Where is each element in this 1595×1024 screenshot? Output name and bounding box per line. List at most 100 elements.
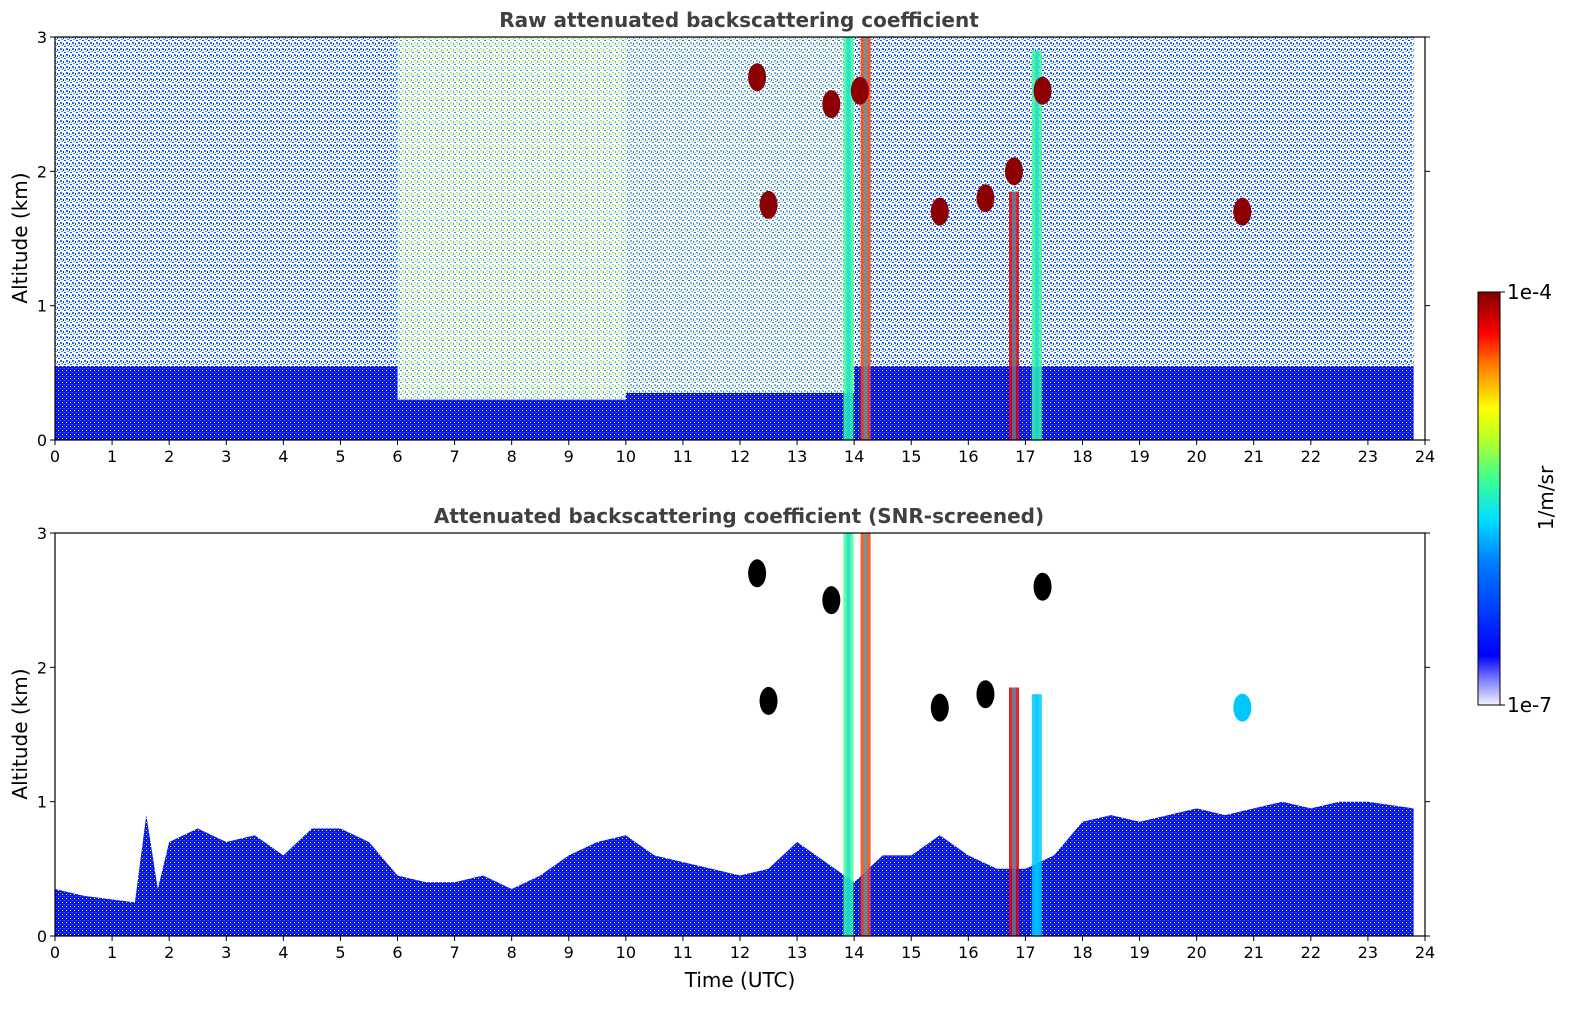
boundary-layer-band xyxy=(854,366,1414,440)
cloud-patch xyxy=(1233,197,1252,226)
x-tick-label: 17 xyxy=(1015,943,1035,962)
x-tick-label: 24 xyxy=(1415,447,1435,466)
x-tick-label: 2 xyxy=(164,943,174,962)
cloud-patch xyxy=(748,63,767,92)
colorbar-gradient xyxy=(1477,291,1501,706)
boundary-layer-band xyxy=(397,399,626,440)
y-axis-label: Altitude (km) xyxy=(8,668,32,799)
x-tick-label: 2 xyxy=(164,447,174,466)
cloud-patch xyxy=(1005,157,1023,186)
colorbar-min-label: 1e-7 xyxy=(1507,693,1552,717)
x-tick-label: 11 xyxy=(673,447,693,466)
colorbar-unit-label: 1/m/sr xyxy=(1534,465,1558,530)
heatmap-marks xyxy=(748,533,1252,936)
plume-core xyxy=(1034,50,1039,440)
boundary-layer-band xyxy=(625,392,855,440)
x-tick-label: 12 xyxy=(730,447,750,466)
y-tick-label: 3 xyxy=(37,524,47,543)
panel-title: Raw attenuated backscattering coefficien… xyxy=(499,8,979,32)
heatmap-field xyxy=(55,801,1414,936)
x-tick-label: 21 xyxy=(1244,447,1264,466)
x-tick-label: 14 xyxy=(844,943,864,962)
x-tick-label: 7 xyxy=(449,943,459,962)
x-tick-label: 6 xyxy=(392,447,402,466)
cloud-patch xyxy=(1033,76,1052,105)
x-tick-label: 9 xyxy=(564,943,574,962)
cloud-patch xyxy=(1033,572,1052,601)
plume-core xyxy=(846,533,851,936)
plume-core xyxy=(1012,687,1016,936)
x-tick-label: 1 xyxy=(107,943,117,962)
y-tick-label: 3 xyxy=(37,28,47,47)
raw-backscatter-panel: Raw attenuated backscattering coefficien… xyxy=(8,8,1435,466)
x-axis-label: Time (UTC) xyxy=(684,968,796,992)
cloud-patch xyxy=(759,686,778,715)
panel-title: Attenuated backscattering coefficient (S… xyxy=(434,504,1044,528)
x-tick-label: 10 xyxy=(616,943,636,962)
x-tick-label: 8 xyxy=(507,447,517,466)
x-tick-label: 6 xyxy=(392,943,402,962)
y-tick-label: 0 xyxy=(37,927,47,946)
y-tick-label: 1 xyxy=(37,297,47,316)
cloud-patch xyxy=(976,184,995,213)
y-tick-label: 0 xyxy=(37,431,47,450)
x-tick-label: 12 xyxy=(730,943,750,962)
x-tick-label: 19 xyxy=(1129,943,1149,962)
noise-region xyxy=(397,37,626,400)
x-tick-label: 21 xyxy=(1244,943,1264,962)
y-axis-ticks: 0 1 2 3 xyxy=(37,524,1430,946)
plume-core xyxy=(863,533,868,936)
y-axis-ticks: 0 1 2 3 xyxy=(37,28,1430,450)
x-tick-label: 16 xyxy=(958,447,978,466)
x-tick-label: 13 xyxy=(787,943,807,962)
cloud-patch xyxy=(976,680,995,709)
y-axis-label: Altitude (km) xyxy=(8,172,32,303)
cloud-patch xyxy=(850,76,869,105)
x-tick-label: 4 xyxy=(278,943,288,962)
snr-screened-panel: Attenuated backscattering coefficient (S… xyxy=(8,504,1435,992)
x-tick-label: 24 xyxy=(1415,943,1435,962)
x-axis-ticks: 0 1 2 3 4 5 6 7 8 9 10 11 12 13 14 15 16 17 18 19 20 21 22 23 24 xyxy=(50,936,1435,962)
noise-region xyxy=(625,37,855,393)
plume-core xyxy=(863,37,868,440)
x-tick-label: 11 xyxy=(673,943,693,962)
plume-core xyxy=(1034,694,1039,936)
x-tick-label: 17 xyxy=(1015,447,1035,466)
y-tick-label: 2 xyxy=(37,162,47,181)
x-tick-label: 3 xyxy=(221,447,231,466)
colorbar-max-label: 1e-4 xyxy=(1507,280,1552,304)
x-tick-label: 0 xyxy=(50,447,60,466)
cloud-patch xyxy=(748,559,767,588)
x-tick-label: 15 xyxy=(901,447,921,466)
cloud-patch xyxy=(759,190,778,219)
x-tick-label: 20 xyxy=(1186,943,1206,962)
x-tick-label: 16 xyxy=(958,943,978,962)
x-tick-label: 18 xyxy=(1072,943,1092,962)
x-tick-label: 13 xyxy=(787,447,807,466)
x-tick-label: 18 xyxy=(1072,447,1092,466)
x-tick-label: 22 xyxy=(1301,943,1321,962)
y-tick-label: 1 xyxy=(37,793,47,812)
plume-core xyxy=(1012,191,1016,440)
cloud-patch xyxy=(930,693,949,722)
x-tick-label: 4 xyxy=(278,447,288,466)
x-tick-label: 19 xyxy=(1129,447,1149,466)
cloud-patch xyxy=(930,197,949,226)
x-tick-label: 8 xyxy=(507,943,517,962)
x-tick-label: 3 xyxy=(221,943,231,962)
x-tick-label: 5 xyxy=(335,943,345,962)
boundary-layer-band xyxy=(55,366,398,440)
x-tick-label: 5 xyxy=(335,447,345,466)
x-tick-label: 7 xyxy=(449,447,459,466)
x-tick-label: 20 xyxy=(1186,447,1206,466)
x-tick-label: 23 xyxy=(1358,943,1378,962)
colorbar: 1e-4 1e-7 1/m/sr xyxy=(1477,280,1558,717)
x-tick-label: 0 xyxy=(50,943,60,962)
heatmap-field xyxy=(55,37,1414,440)
x-tick-label: 1 xyxy=(107,447,117,466)
boundary-layer-area xyxy=(55,801,1414,936)
heatmap-marks xyxy=(748,37,1252,440)
x-tick-label: 14 xyxy=(844,447,864,466)
